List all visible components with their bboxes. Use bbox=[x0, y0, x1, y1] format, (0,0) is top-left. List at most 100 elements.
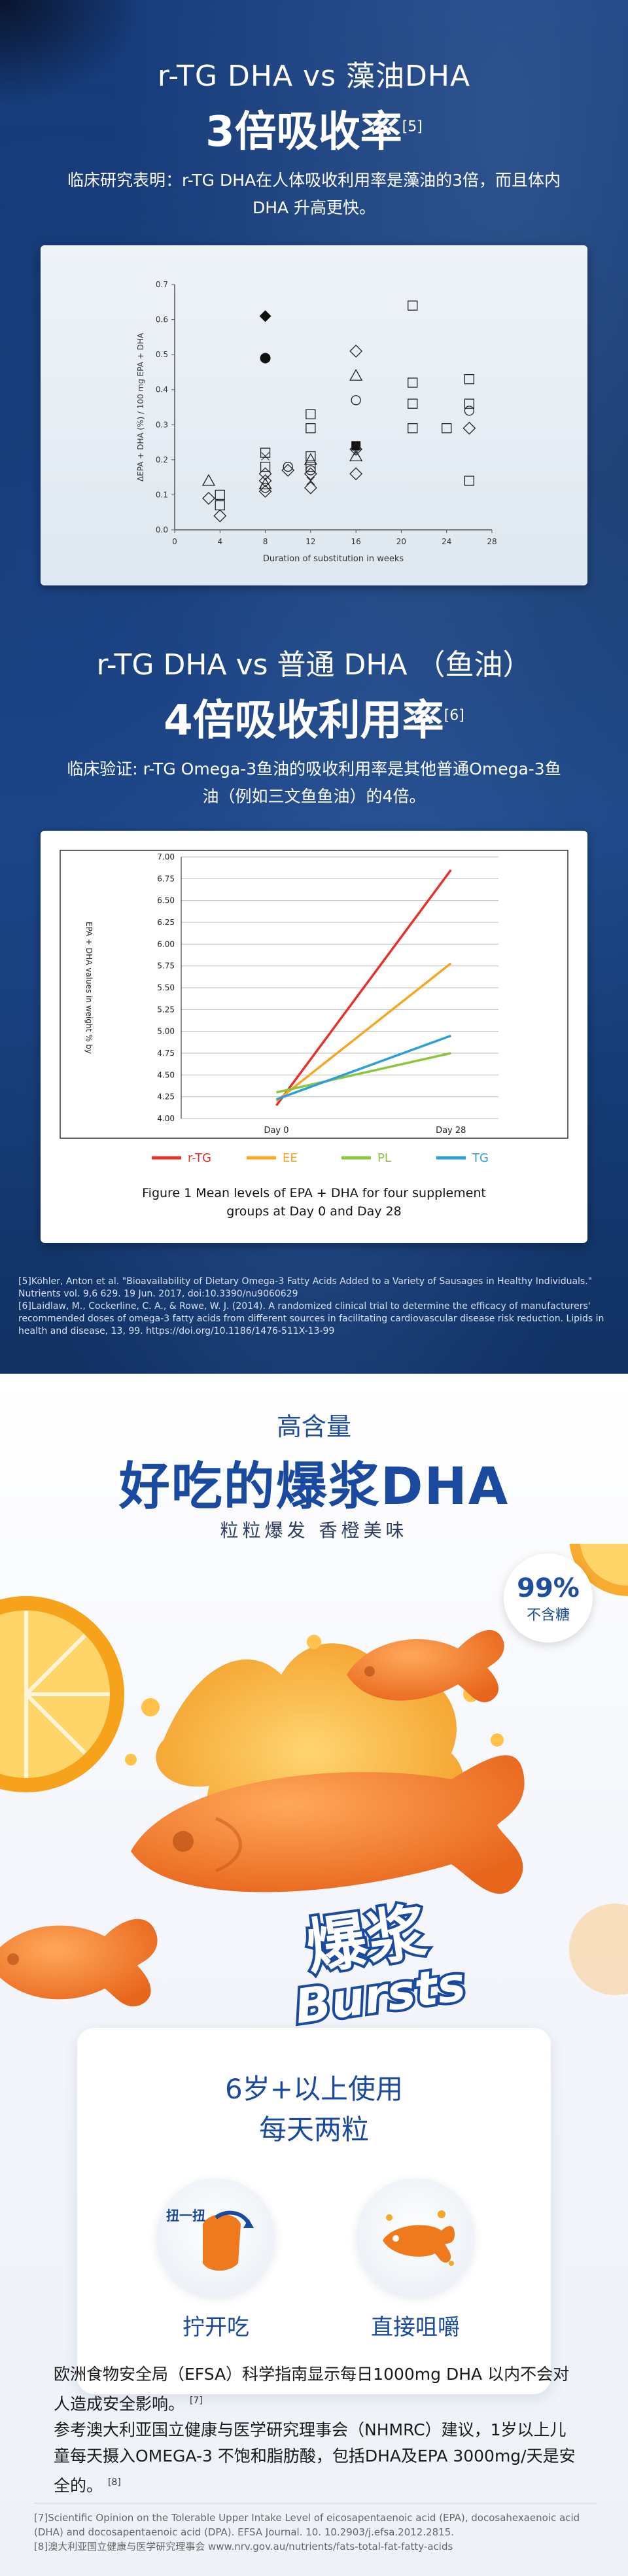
chart-title-line1: Figure 1 Mean levels of EPA + DHA for fo… bbox=[142, 1186, 486, 1200]
ref-7: [7] bbox=[189, 2395, 203, 2406]
x-tick-label: 28 bbox=[487, 537, 497, 546]
data-point bbox=[305, 409, 316, 419]
data-point bbox=[304, 481, 317, 495]
fish-gummy-icon bbox=[131, 1755, 525, 1894]
line-chart: 4.00 4.25 4.50 4.75 5.00 5.25 5.50 5.75 6.00 6.25… bbox=[60, 850, 568, 1219]
data-point bbox=[464, 406, 475, 416]
reference-5: [5]Köhler, Anton et al. "Bioavailability… bbox=[18, 1276, 593, 1299]
safety-efsa-text: 欧洲食物安全局（EFSA）科学指南显示每日1000mg DHA 以内不会对人造成… bbox=[54, 2365, 570, 2414]
cross-stroke bbox=[306, 476, 315, 485]
badge-value: 99% bbox=[517, 1573, 580, 1603]
safety-description: 欧洲食物安全局（EFSA）科学指南显示每日1000mg DHA 以内不会对人造成… bbox=[54, 2361, 577, 2499]
y-tick-label: 0.6 bbox=[156, 315, 168, 324]
data-point bbox=[464, 476, 475, 486]
data-point bbox=[305, 461, 316, 472]
data-point bbox=[305, 451, 316, 462]
y-tick-label: 0.2 bbox=[156, 455, 168, 464]
badge-text: 不含糖 bbox=[526, 1607, 570, 1624]
section1-description: 临床研究表明：r-TG DHA在人体吸收利用率是藻油的3倍，而且体内DHA 升高… bbox=[67, 171, 561, 217]
legend-label: r-TG bbox=[188, 1151, 211, 1165]
section2-headline-text: 4倍吸收利用率 bbox=[164, 697, 444, 745]
usage-dosage: 每天两粒 bbox=[258, 2114, 369, 2146]
data-point bbox=[462, 421, 476, 435]
data-point bbox=[464, 398, 475, 409]
y-axis-label: ΔEPA + DHA (%) / 100 mg EPA + DHA bbox=[136, 332, 145, 481]
product-subtitle: 粒粒爆发 香橙美味 bbox=[220, 1520, 408, 1541]
data-point bbox=[260, 483, 271, 493]
x-tick-label: 12 bbox=[305, 537, 315, 546]
x-tick-label: 16 bbox=[351, 537, 361, 546]
sugar-free-badge: 99% 不含糖 bbox=[504, 1554, 593, 1643]
data-point bbox=[258, 478, 272, 490]
y-tick-label: 5.00 bbox=[157, 1027, 175, 1036]
y-tick-label: 5.25 bbox=[157, 1005, 175, 1014]
x-tick-label: 8 bbox=[263, 537, 268, 546]
section1-headline: 3倍吸收率[5] bbox=[0, 98, 628, 158]
data-point bbox=[442, 423, 452, 434]
x-tick-label: 20 bbox=[396, 537, 406, 546]
y-tick-label: 0.1 bbox=[156, 490, 168, 499]
twist-open-icon: 扭一扭 bbox=[157, 2178, 275, 2296]
data-point bbox=[259, 310, 271, 322]
section1-ref: [5] bbox=[402, 118, 423, 135]
data-point bbox=[306, 476, 315, 485]
chew-icon bbox=[357, 2178, 474, 2296]
data-point bbox=[261, 452, 270, 461]
safety-nhmrc: 参考澳大利亚国立健康与医学研究理事会（NHMRC）建议，1岁以上儿童每天摄入OM… bbox=[54, 2417, 577, 2499]
data-point bbox=[349, 467, 363, 481]
orange-slice-icon bbox=[569, 1904, 628, 1995]
data-point bbox=[351, 441, 361, 451]
chew-label: 直接咀嚼 bbox=[371, 2314, 460, 2341]
bursts-logo: 爆浆 Bursts bbox=[289, 1894, 472, 2037]
section2-ref: [6] bbox=[444, 707, 464, 724]
y-tick-label: 6.50 bbox=[157, 896, 175, 905]
data-point bbox=[349, 344, 363, 358]
data-point bbox=[304, 453, 317, 465]
ref-8: [8] bbox=[107, 2477, 121, 2488]
x-axis-label: Duration of substitution in weeks bbox=[263, 554, 404, 564]
x-tick-label: 0 bbox=[172, 537, 177, 546]
data-point bbox=[349, 442, 363, 456]
y-tick-label: 0.3 bbox=[156, 420, 168, 429]
section2-headline: 4倍吸收利用率[6] bbox=[0, 687, 628, 747]
product-hero-illustration: 爆浆 Bursts bbox=[0, 1544, 628, 2037]
section1-title: r-TG DHA vs 藻油DHA bbox=[157, 60, 471, 93]
reference-8: [8]澳大利亚国立健康与医学研究理事会 www.nrv.gov.au/nutri… bbox=[34, 2541, 453, 2552]
line-chart-card: 4.00 4.25 4.50 4.75 5.00 5.25 5.50 5.75 6.00 6.25… bbox=[41, 831, 587, 1243]
data-point bbox=[408, 398, 418, 409]
y-tick-label: 6.75 bbox=[157, 874, 175, 883]
data-point bbox=[260, 353, 271, 364]
plot-frame bbox=[60, 850, 568, 1139]
series-line bbox=[275, 869, 452, 1107]
series-line bbox=[276, 1052, 451, 1094]
twist-open-label: 拧开吃 bbox=[183, 2314, 249, 2341]
references-bottom: [7]Scientific Opinion on the Tolerable U… bbox=[34, 2511, 610, 2554]
y-tick-label: 7.00 bbox=[157, 852, 175, 862]
y-tick-label: 6.00 bbox=[157, 939, 175, 949]
data-point bbox=[283, 461, 293, 472]
data-point bbox=[349, 368, 363, 381]
legend-label: PL bbox=[377, 1151, 391, 1165]
y-tick-label: 0.5 bbox=[156, 350, 168, 359]
safety-nhmrc-text: 参考澳大利亚国立健康与医学研究理事会（NHMRC）建议，1岁以上儿童每天摄入OM… bbox=[54, 2420, 576, 2496]
data-point bbox=[351, 395, 361, 406]
data-point bbox=[305, 465, 316, 476]
section2-description: 临床验证: r-TG Omega-3鱼油的吸收利用率是其他普通Omega-3鱼油… bbox=[67, 759, 561, 806]
section2-title: r-TG DHA vs 普通 DHA （鱼油） bbox=[96, 648, 532, 682]
fish-gummy-icon bbox=[347, 1629, 504, 1703]
reference-6: [6]Laidlaw, M., Cockerline, C. A., & Row… bbox=[18, 1301, 604, 1336]
scatter-chart-card: 0.0 0.1 0.2 0.3 0.4 0.5 0.6 0.7 0 4 8 12 16 20 24 28 Dur… bbox=[41, 245, 587, 585]
y-tick-label: 6.25 bbox=[157, 918, 175, 927]
orange-slice-icon bbox=[569, 1544, 628, 1596]
x-tick-label: 4 bbox=[217, 537, 222, 546]
background-shadow bbox=[0, 0, 144, 105]
twist-hint: 扭一扭 bbox=[166, 2208, 205, 2223]
references-top: [5]Köhler, Anton et al. "Bioavailability… bbox=[18, 1276, 614, 1338]
data-point bbox=[260, 447, 271, 458]
y-tick-label: 0.4 bbox=[156, 385, 168, 394]
section1-headline-text: 3倍吸收率 bbox=[205, 108, 402, 156]
data-point bbox=[258, 474, 272, 487]
safety-efsa: 欧洲食物安全局（EFSA）科学指南显示每日1000mg DHA 以内不会对人造成… bbox=[54, 2361, 577, 2417]
data-point bbox=[351, 448, 360, 457]
